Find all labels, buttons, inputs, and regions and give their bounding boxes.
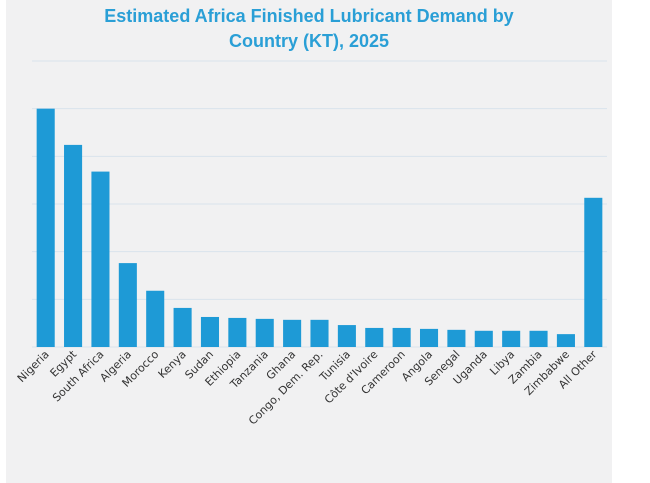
- bars: [36, 108, 603, 348]
- bar-cameroon: [392, 327, 411, 347]
- bar-zambia: [529, 330, 548, 347]
- bar-zimbabwe: [556, 334, 575, 347]
- bar-nigeria: [36, 108, 55, 348]
- bar-tanzania: [255, 318, 274, 347]
- bar-c-te-d-ivoire: [365, 327, 384, 347]
- bar-egypt: [64, 144, 83, 347]
- bar-tunisia: [337, 325, 356, 347]
- bar-sudan: [200, 316, 220, 347]
- bar-ethiopia: [228, 317, 247, 347]
- bar-all-other: [584, 197, 603, 347]
- bar-libya: [502, 330, 521, 347]
- bar-uganda: [474, 330, 493, 347]
- chart-title-line-1: Estimated Africa Finished Lubricant Dema…: [104, 6, 514, 26]
- bar-congo-dem-rep: [310, 319, 329, 347]
- chart-title-line-2: Country (KT), 2025: [228, 31, 390, 51]
- bar-senegal: [447, 329, 466, 347]
- bar-south-africa: [91, 171, 110, 347]
- x-tick-label: Kenya: [156, 348, 189, 381]
- gridlines: [32, 60, 607, 348]
- bar-angola: [419, 328, 439, 347]
- bar-kenya: [173, 307, 192, 347]
- bar-ghana: [283, 319, 302, 347]
- chart-title: Estimated Africa Finished Lubricant Dema…: [6, 4, 612, 54]
- bar-morocco: [146, 290, 165, 347]
- x-tick-label: Nigeria: [15, 348, 52, 385]
- bar-algeria: [118, 263, 137, 347]
